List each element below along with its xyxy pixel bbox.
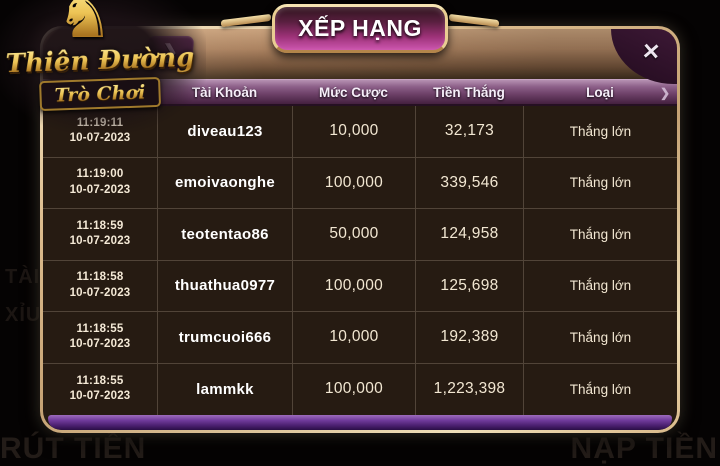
- cell-type: Thắng lớn: [523, 106, 677, 157]
- column-header-win: Tiền Thắng: [433, 84, 505, 100]
- taixiu-line2: XỈU: [5, 304, 42, 326]
- logo-title-line2: Trò Chơi: [54, 81, 146, 107]
- cell-bet: 10,000: [292, 106, 415, 157]
- cell-account: teotentao86: [157, 209, 292, 260]
- type-value: Thắng lớn: [569, 123, 632, 139]
- time-value: 11:18:58: [76, 271, 124, 284]
- bet-value: 50,000: [329, 225, 379, 243]
- bet-value: 10,000: [329, 328, 379, 346]
- account-value: teotentao86: [181, 225, 269, 243]
- panel-footer-bar: [48, 415, 672, 430]
- time-value: 11:18:55: [76, 374, 124, 387]
- cell-type: Thắng lớn: [523, 363, 677, 415]
- close-icon[interactable]: ✕: [640, 38, 662, 65]
- cell-timestamp: 11:18:58 10-07-2023: [43, 261, 157, 312]
- game-logo: ♞ Thiên Đường Trò Chơi: [0, 0, 206, 134]
- cell-win: 32,173: [415, 106, 523, 157]
- time-value: 11:18:59: [76, 219, 124, 232]
- win-value: 124,958: [440, 225, 499, 243]
- cell-win: 1,223,398: [415, 363, 523, 415]
- cell-account: lammkk: [157, 363, 292, 415]
- account-value: emoivaonghe: [175, 174, 275, 192]
- cell-account: emoivaonghe: [157, 157, 292, 208]
- cell-bet: 50,000: [292, 209, 415, 260]
- table-row: 11:19:00 10-07-2023 emoivaonghe 100,000 …: [43, 157, 677, 209]
- type-value: Thắng lớn: [569, 226, 632, 242]
- cell-account: thuathua0977: [157, 260, 292, 311]
- date-value: 10-07-2023: [69, 390, 131, 403]
- ranking-table: 11:19:11 10-07-2023 diveau123 10,000 32,…: [43, 106, 677, 415]
- taixiu-background-label: TÀI XỈU: [5, 258, 41, 334]
- bet-value: 100,000: [324, 380, 384, 398]
- taixiu-line1: TÀI: [5, 266, 41, 288]
- cell-type: Thắng lớn: [523, 157, 677, 208]
- cell-win: 125,698: [415, 260, 523, 311]
- win-value: 125,698: [440, 276, 499, 294]
- account-value: thuathua0977: [174, 277, 276, 295]
- win-value: 339,546: [440, 173, 499, 191]
- account-value: lammkk: [196, 380, 254, 398]
- cell-bet: 100,000: [292, 260, 415, 311]
- deposit-background-label: NẠP TIỀN: [570, 432, 718, 465]
- bet-value: 100,000: [324, 173, 384, 191]
- win-value: 1,223,398: [433, 380, 506, 398]
- table-row: 11:18:55 10-07-2023 lammkk 100,000 1,223…: [43, 363, 677, 416]
- column-header-account: Tài Khoản: [191, 84, 258, 100]
- cell-type: Thắng lớn: [523, 209, 677, 260]
- type-value: Thắng lớn: [569, 175, 632, 191]
- cell-win: 124,958: [415, 209, 523, 260]
- cell-timestamp: 11:19:00 10-07-2023: [43, 158, 157, 209]
- table-row: 11:18:59 10-07-2023 teotentao86 50,000 1…: [43, 209, 677, 261]
- cell-type: Thắng lớn: [523, 312, 677, 363]
- logo-backdrop: [0, 0, 206, 134]
- page-title: XẾP HẠNG: [298, 15, 422, 41]
- bet-value: 100,000: [324, 276, 384, 294]
- header-tip-icon: ❯: [660, 86, 671, 100]
- logo-ribbon: Trò Chơi: [39, 76, 161, 112]
- time-value: 11:18:55: [76, 322, 124, 335]
- type-value: Thắng lớn: [569, 278, 632, 294]
- cell-account: trumcuoi666: [157, 312, 292, 363]
- golden-horse-icon: ♞: [56, 0, 113, 48]
- bet-value: 10,000: [329, 122, 379, 140]
- win-value: 32,173: [444, 122, 495, 140]
- date-value: 10-07-2023: [69, 338, 131, 351]
- type-value: Thắng lớn: [569, 381, 632, 397]
- cell-type: Thắng lớn: [523, 260, 677, 311]
- account-value: diveau123: [187, 122, 263, 140]
- date-value: 10-07-2023: [69, 183, 131, 196]
- cell-bet: 100,000: [292, 363, 415, 415]
- cell-win: 192,389: [415, 312, 523, 363]
- date-value: 10-07-2023: [69, 235, 131, 248]
- cell-timestamp: 11:18:55 10-07-2023: [43, 364, 157, 416]
- column-header-type: Loại: [586, 84, 614, 100]
- table-row: 11:18:58 10-07-2023 thuathua0977 100,000…: [43, 260, 677, 312]
- cell-bet: 10,000: [292, 312, 415, 363]
- cell-timestamp: 11:18:55 10-07-2023: [43, 312, 157, 363]
- ranking-title-banner: XẾP HẠNG: [272, 4, 448, 53]
- account-value: trumcuoi666: [178, 328, 272, 346]
- cell-timestamp: 11:18:59 10-07-2023: [43, 209, 157, 260]
- cell-win: 339,546: [415, 157, 523, 208]
- table-row: 11:18:55 10-07-2023 trumcuoi666 10,000 1…: [43, 312, 677, 364]
- column-header-bet: Mức Cược: [319, 84, 388, 100]
- date-value: 10-07-2023: [69, 286, 131, 299]
- cell-bet: 100,000: [292, 157, 415, 208]
- date-value: 10-07-2023: [69, 132, 131, 145]
- withdraw-background-label: RÚT TIỀN: [0, 432, 147, 465]
- time-value: 11:19:00: [76, 168, 124, 181]
- win-value: 192,389: [440, 328, 499, 346]
- type-value: Thắng lớn: [569, 329, 632, 345]
